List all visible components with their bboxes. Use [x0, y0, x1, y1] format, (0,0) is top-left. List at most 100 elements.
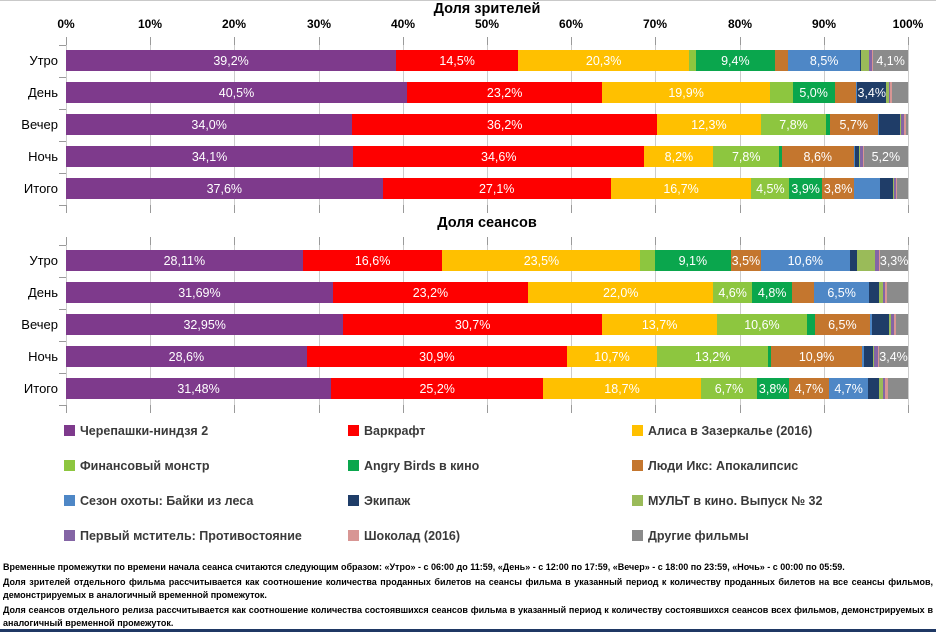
bar-segment: 3,4%: [857, 82, 887, 103]
bar-segment: [896, 178, 908, 199]
bar-segment: [899, 114, 902, 135]
bar-segment: 16,7%: [610, 178, 752, 199]
axis-tick: [571, 37, 572, 45]
bar-segment: [878, 250, 881, 271]
bar-segment: 27,1%: [382, 178, 611, 199]
bar-segment: 30,7%: [343, 314, 602, 335]
bar-segment: 40,5%: [66, 82, 407, 103]
bar-segment: 7,8%: [760, 114, 827, 135]
category-axis-tick: [59, 245, 66, 246]
stacked-bar: 31,48% 25,2% 18,7% 6,7% 3,8% 4,7% 4,7%: [66, 378, 909, 399]
bar-segment: [640, 250, 655, 271]
bar-segment: [890, 82, 892, 103]
category-label: Ночь: [28, 149, 58, 164]
legend-color-swatch-icon: [64, 495, 75, 506]
legend-label: Финансовый монстр: [80, 458, 210, 473]
stacked-bar: 31,69% 23,2% 22,0% 4,6% 4,8% 6,5%: [66, 282, 908, 303]
bar-segment: 3,5%: [731, 250, 761, 271]
axis-tick: [66, 37, 67, 45]
legend-item: Финансовый монстр: [64, 459, 348, 473]
bar-segment: [806, 314, 815, 335]
stacked-bar: 34,0% 36,2% 12,3% 7,8% 5,7%: [66, 114, 909, 135]
legend-color-swatch-icon: [348, 495, 359, 506]
bar-segment: 10,7%: [566, 346, 658, 367]
bar-segment-label: 3,4%: [879, 349, 908, 364]
bar-segment: 13,2%: [657, 346, 769, 367]
bar-segment: [891, 82, 908, 103]
bar-segment-label: 5,0%: [799, 85, 828, 100]
axis-tick: [234, 37, 235, 45]
legend-color-swatch-icon: [632, 460, 643, 471]
bar-segment: 3,8%: [822, 178, 855, 199]
axis-tick: [655, 405, 656, 413]
bar-segment-label: 7,8%: [731, 149, 761, 164]
bar-segment: [689, 50, 696, 71]
legend-label: Варкрафт: [364, 423, 426, 438]
bar-segment: [854, 178, 881, 199]
footnotes: Временные промежутки по времени начала с…: [3, 561, 933, 632]
bar-segment: [868, 378, 880, 399]
legend-item: Сезон охоты: Байки из леса: [64, 494, 348, 508]
bar-segment-label: 18,7%: [604, 381, 640, 396]
stacked-bar: 28,11% 16,6% 23,5% 9,1% 3,5% 10,6% 3,3%: [66, 250, 908, 271]
x-axis-tick-label: 0%: [57, 17, 75, 31]
bar-segment: 30,9%: [306, 346, 567, 367]
category-axis-tick: [59, 205, 66, 206]
bar-segment: [859, 146, 864, 167]
bar-segment-label: 5,7%: [839, 117, 869, 132]
axis-tick: [571, 237, 572, 245]
category-axis-tick: [59, 109, 66, 110]
chart-title: Доля сеансов: [437, 215, 537, 231]
legend-color-swatch-icon: [632, 530, 643, 541]
category-label: Утро: [29, 253, 58, 268]
axis-tick: [150, 205, 151, 213]
category-label: Вечер: [21, 117, 58, 132]
bar-segment: 8,2%: [644, 146, 714, 167]
bar-segment-label: 7,8%: [779, 117, 808, 132]
bar-segment: [849, 250, 857, 271]
bar-segment: [834, 82, 856, 103]
bar-segment-label: 4,5%: [756, 181, 785, 196]
bar-segment-label: 10,6%: [744, 317, 780, 332]
axis-tick: [740, 237, 741, 245]
legend-label: Другие фильмы: [648, 528, 749, 543]
bar-segment: 12,3%: [657, 114, 761, 135]
bar-segment: 31,69%: [66, 282, 333, 303]
bar-segment-label: 3,8%: [823, 181, 853, 196]
axis-tick: [655, 237, 656, 245]
category-label: Ночь: [28, 349, 58, 364]
category-axis-tick: [59, 373, 66, 374]
bar-segment: 3,4%: [879, 346, 908, 367]
axis-tick: [403, 205, 404, 213]
bar-segment: [826, 114, 830, 135]
bar-segment: 3,8%: [757, 378, 790, 399]
bar-segment-label: 4,7%: [834, 381, 863, 396]
viewers-share-chart: Доля зрителей 0% 10% 20% 30% 40% 50% 60% 70% 80%…: [0, 1, 936, 213]
bar-segment-label: 31,48%: [177, 381, 220, 396]
bar-segment: 23,5%: [442, 250, 641, 271]
bar-segment: 13,7%: [601, 314, 718, 335]
category-axis-tick: [59, 173, 66, 174]
bar-segment: [877, 114, 879, 135]
bar-segment: [884, 282, 888, 303]
bar-segment: 14,5%: [396, 50, 519, 71]
axis-tick: [234, 405, 235, 413]
bar-segment: 22,0%: [528, 282, 714, 303]
bar-segment: [885, 378, 888, 399]
bar-segment-label: 34,6%: [481, 149, 517, 164]
bar-segment: 39,2%: [66, 50, 397, 71]
bar-segment-label: 34,0%: [191, 117, 227, 132]
bar-segment: 28,11%: [66, 250, 303, 271]
bar-segment: 34,6%: [353, 146, 645, 167]
bar-segment-label: 3,8%: [758, 381, 788, 396]
axis-tick: [66, 205, 67, 213]
legend-label: МУЛЬТ в кино. Выпуск № 32: [648, 493, 823, 508]
legend-label: Алиса в Зазеркалье (2016): [648, 423, 813, 438]
legend: Черепашки-ниндзя 2 Варкрафт Алиса в Зазерк…: [64, 413, 924, 553]
bar-segment: [779, 146, 782, 167]
legend-color-swatch-icon: [632, 495, 643, 506]
bar-segment: 8,6%: [781, 146, 854, 167]
bar-segment: 7,8%: [713, 146, 780, 167]
bar-segment: 6,5%: [814, 314, 870, 335]
